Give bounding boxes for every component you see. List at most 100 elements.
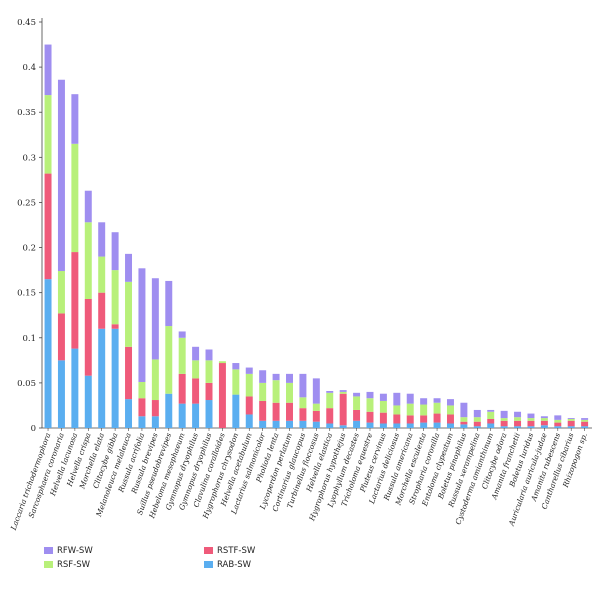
bar-segment (326, 392, 334, 409)
bar-segment (192, 346, 200, 361)
bar-segment (245, 396, 253, 415)
y-tick-label: 0.2 (22, 244, 36, 254)
legend-label: RSTF-SW (217, 546, 256, 556)
bar-segment (366, 398, 374, 412)
bar-segment (353, 409, 361, 421)
bar-segment (487, 411, 495, 419)
bar-segment (44, 44, 52, 96)
bar-segment (111, 324, 119, 329)
bar-segment (353, 420, 361, 428)
bar-segment (339, 425, 347, 428)
bar-segment (460, 417, 468, 422)
bar-segment (111, 232, 119, 271)
bar-segment (393, 405, 401, 415)
bar-segment (312, 403, 320, 411)
bar-segment (151, 359, 159, 401)
bar-segment (71, 348, 79, 428)
bar-segment (232, 363, 240, 370)
bar-segment (366, 411, 374, 423)
bar-segment (165, 280, 173, 327)
bar-segment (138, 381, 146, 399)
legend-swatch (204, 561, 213, 568)
bar-segment (487, 409, 495, 412)
bar-segment (339, 391, 347, 394)
bar-segment (125, 253, 133, 282)
bar-segment (487, 418, 495, 424)
bar-segment (57, 271, 65, 314)
bar-segment (165, 393, 173, 428)
bar-segment (540, 418, 548, 421)
bar-segment (406, 423, 414, 428)
bar-segment (500, 426, 508, 428)
bar-segment (473, 421, 481, 427)
bar-segment (178, 331, 186, 338)
bar-segment (339, 393, 347, 426)
bar-segment (218, 363, 226, 428)
bar-segment (326, 391, 334, 393)
bar-segment (353, 396, 361, 410)
legend-swatch (44, 561, 53, 568)
bar-segment (286, 420, 293, 428)
bar-segment (111, 270, 119, 325)
bar-segment (567, 418, 575, 421)
bar-segment (98, 328, 106, 428)
bar-segment (125, 281, 133, 347)
bar-segment (259, 382, 267, 401)
bar-segment (205, 400, 213, 428)
bar-segment (192, 403, 200, 428)
bar-segment (473, 409, 481, 418)
bar-segment (366, 422, 374, 428)
bar-segment (272, 373, 280, 381)
bar-segment (473, 426, 481, 428)
bar-segment (446, 399, 454, 406)
bar-segment (44, 279, 52, 428)
bar-segment (554, 426, 562, 428)
bar-segment (71, 143, 79, 253)
bar-segment (527, 420, 535, 427)
bar-segment (433, 398, 441, 403)
bar-segment (446, 414, 454, 424)
y-tick-label: 0.4 (22, 63, 36, 73)
bar-segment (84, 222, 92, 299)
legend-swatch (44, 547, 53, 554)
legend: RAB-SW RSTF-SW RSF-SW RFW-SW (44, 546, 256, 570)
bar-segment (205, 360, 213, 383)
bar-segment (232, 394, 240, 428)
bar-segment (259, 420, 267, 428)
bar-segment (192, 378, 200, 404)
bar-segment (138, 268, 146, 382)
bar-segment (98, 222, 106, 257)
bar-segment (581, 418, 589, 420)
bar-segment (312, 378, 320, 404)
bar-segment (460, 424, 468, 428)
bar-segment (111, 328, 119, 428)
bar-segment (339, 390, 347, 392)
y-tick-label: 0.1 (22, 334, 36, 344)
bar-segment (44, 173, 52, 280)
bar-segment (581, 421, 589, 427)
bar-segment (514, 426, 522, 428)
bar-segment (567, 420, 575, 427)
bar-segment (420, 415, 428, 423)
bar-segment (379, 393, 387, 401)
bar-segment (554, 419, 562, 423)
bar-segment (259, 400, 267, 421)
bar-segment (192, 360, 200, 379)
bar-segment (460, 421, 468, 425)
bar-segment (487, 423, 495, 428)
bar-segment (125, 346, 133, 400)
bar-segment (406, 393, 414, 404)
bar-segment (581, 426, 589, 428)
bar-segment (205, 382, 213, 401)
legend-swatch (204, 547, 213, 554)
bar-segment (554, 422, 562, 427)
bar-segment (500, 410, 508, 419)
bar-segment (473, 417, 481, 422)
bar-segment (165, 326, 173, 394)
y-tick-label: 0.15 (17, 289, 36, 299)
bar-segment (540, 425, 548, 428)
bar-segment (393, 392, 401, 406)
bar-segment (299, 373, 307, 398)
